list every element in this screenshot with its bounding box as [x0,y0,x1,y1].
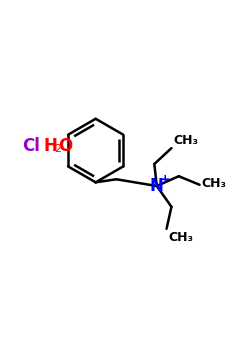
Text: CH₃: CH₃ [174,134,199,147]
Text: H: H [43,136,57,155]
Text: N: N [150,177,164,195]
Text: CH₃: CH₃ [202,177,226,190]
Text: +: + [160,173,170,187]
Text: O: O [58,136,73,155]
Text: Cl: Cl [22,136,40,155]
Text: CH₃: CH₃ [168,231,194,244]
Text: 2: 2 [54,144,61,154]
